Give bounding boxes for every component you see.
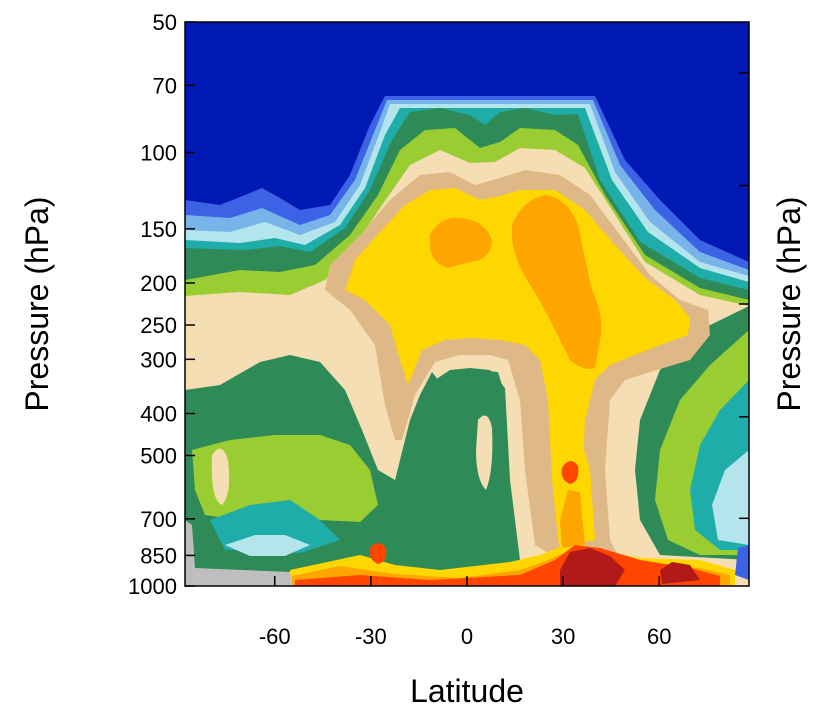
contour-level-10-plume-stem (560, 490, 585, 548)
y-axis-right (739, 72, 749, 520)
contour-level-11-plume-spot (561, 460, 579, 484)
contour-level-10-right-core (512, 195, 602, 369)
y-tick-label: 200 (140, 271, 177, 296)
contour-level-7-finger-b-oval (476, 415, 493, 490)
x-axis: -60 -30 0 30 60 (259, 576, 672, 649)
x-tick-label: -30 (355, 624, 387, 649)
y-tick-label: 50 (153, 10, 177, 35)
y-tick-label: 70 (153, 73, 177, 98)
x-axis-title: Latitude (410, 673, 524, 709)
contour-level-7-lower-left-oval (211, 448, 230, 505)
y-tick-label: 700 (140, 507, 177, 532)
y-tick-label: 300 (140, 347, 177, 372)
y-axis: 50 70 100 150 200 250 300 400 500 700 850 1000 (128, 10, 195, 599)
contour-level-6-lower (192, 435, 378, 522)
contour-level-9 (345, 188, 690, 560)
y-tick-label: 250 (140, 313, 177, 338)
y-tick-label: 850 (140, 543, 177, 568)
y-tick-label: 400 (140, 401, 177, 426)
contour-level-3-right (712, 450, 749, 545)
contour-level-11-southern-spot (369, 543, 387, 564)
contour-level-5-finger-a (412, 372, 442, 560)
contour-level-3-lower-left (225, 535, 310, 556)
y-tick-label: 1000 (128, 574, 177, 599)
contour-level-10-left-core (430, 217, 492, 268)
y-axis-title-right: Pressure (hPa) (771, 196, 807, 411)
plot-area (185, 22, 749, 586)
contour-level-12-surface-small (660, 562, 700, 584)
x-tick-label: -60 (259, 624, 291, 649)
y-tick-label: 150 (140, 217, 177, 242)
y-axis-title: Pressure (hPa) (19, 196, 55, 411)
contour-level-1-right (735, 545, 749, 580)
contour-level-12-surface (560, 548, 625, 586)
x-tick-label: 60 (647, 624, 671, 649)
y-tick-label: 100 (140, 140, 177, 165)
x-tick-label: 30 (551, 624, 575, 649)
x-tick-label: 0 (461, 624, 473, 649)
y-tick-label: 500 (140, 444, 177, 469)
missing-data-region (185, 520, 292, 586)
